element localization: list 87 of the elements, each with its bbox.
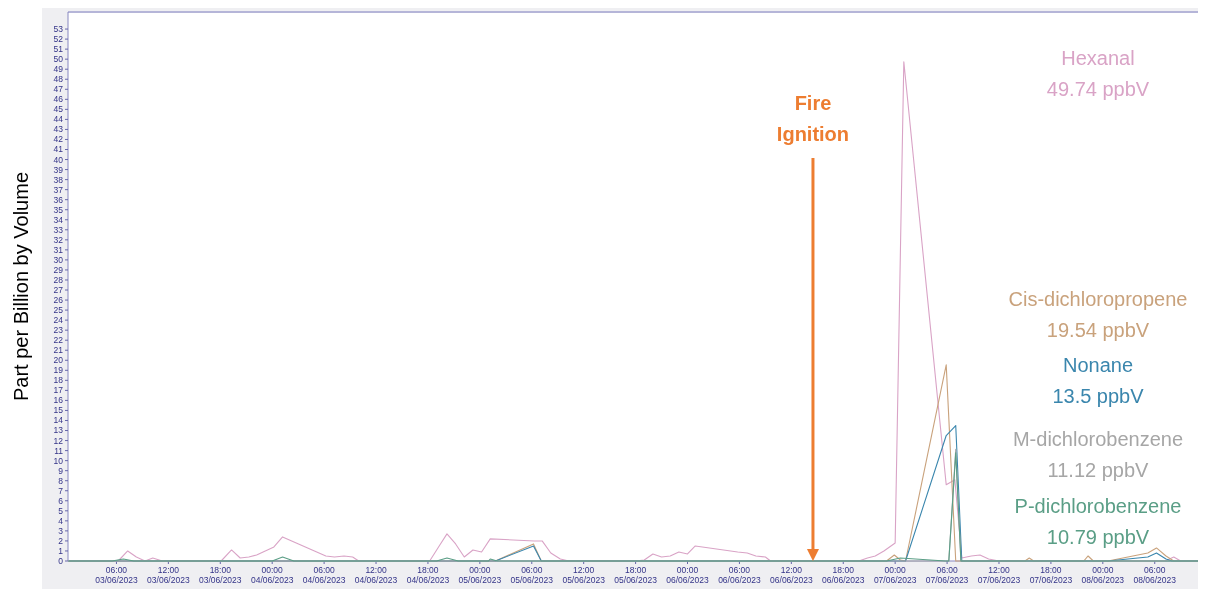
y-tick-label: 42 — [53, 134, 64, 145]
text: M-dichlorobenzene — [1012, 428, 1184, 450]
y-tick-label: 22 — [53, 335, 64, 346]
annotation: 13.5 ppbV — [1052, 385, 1145, 407]
x-tick-label: 12:00 06/06/2023 — [770, 565, 813, 585]
y-tick-label: 15 — [53, 405, 64, 416]
y-tick-label: 12 — [53, 435, 64, 446]
y-tick-label: 1 — [58, 545, 64, 556]
x-tick-label: 06:00 04/06/2023 — [302, 565, 346, 585]
y-tick-label: 49 — [53, 64, 64, 75]
y-tick-label: 46 — [53, 94, 64, 105]
y-tick-label: 37 — [53, 184, 64, 195]
y-tick-label: 3 — [58, 525, 64, 536]
y-tick-label: 35 — [53, 204, 64, 215]
y-tick-label: 44 — [53, 114, 64, 125]
y-tick-label: 19 — [53, 365, 64, 376]
y-tick-label: 26 — [53, 295, 64, 306]
y-tick-label: 8 — [58, 475, 64, 486]
y-tick-label: 2 — [58, 535, 64, 546]
annotation: 19.54 ppbV — [1046, 319, 1150, 341]
y-tick-label: 39 — [53, 164, 64, 175]
y-tick-label: 41 — [53, 144, 64, 155]
x-tick-label: 18:00 05/06/2023 — [614, 565, 658, 585]
y-tick-label: 27 — [53, 284, 64, 295]
y-tick-label: 10 — [53, 455, 64, 466]
y-tick-label: 34 — [53, 214, 64, 225]
text: P-dichlorobenzene — [1014, 495, 1182, 517]
y-tick-label: 9 — [58, 465, 64, 476]
y-tick-label: 24 — [53, 315, 64, 326]
y-tick-label: 52 — [53, 34, 64, 45]
annotation: 11.12 ppbV — [1047, 459, 1150, 481]
x-tick-label: 06:00 07/06/2023 — [925, 565, 969, 585]
y-tick-label: 32 — [53, 234, 64, 245]
annotation: 10.79 ppbV — [1046, 526, 1150, 548]
y-tick-label: 36 — [53, 194, 64, 205]
y-tick-label: 47 — [53, 84, 64, 95]
y-tick-label: 4 — [58, 515, 64, 526]
x-tick-label: 12:00 04/06/2023 — [354, 565, 398, 585]
y-tick-label: 45 — [53, 104, 64, 115]
y-tick-label: 50 — [53, 54, 64, 65]
text: Hexanal — [1061, 47, 1135, 69]
y-tick-label: 17 — [53, 385, 64, 396]
annotation: 49.74 ppbV — [1046, 78, 1150, 100]
x-tick-label: 12:00 07/06/2023 — [977, 565, 1021, 585]
y-tick-label: 29 — [53, 264, 64, 275]
x-tick-label: 00:00 05/06/2023 — [458, 565, 502, 585]
y-tick-label: 23 — [53, 325, 64, 336]
x-tick-label: 18:00 07/06/2023 — [1029, 565, 1073, 585]
y-tick-label: 51 — [53, 44, 64, 55]
y-tick-label: 33 — [53, 224, 64, 235]
ref-line-label: Fire Ignition — [776, 92, 850, 145]
y-tick-label: 30 — [53, 254, 64, 265]
x-tick-label: 00:00 07/06/2023 — [873, 565, 917, 585]
x-tick-label: 06:00 08/06/2023 — [1133, 565, 1177, 585]
y-tick-label: 38 — [53, 174, 64, 185]
y-tick-label: 53 — [53, 24, 64, 35]
x-tick-label: 06:00 03/06/2023 — [95, 565, 138, 585]
y-tick-label: 20 — [53, 355, 64, 366]
x-tick-label: 00:00 08/06/2023 — [1081, 565, 1125, 585]
y-tick-label: 43 — [53, 124, 64, 135]
y-tick-label: 25 — [53, 305, 64, 316]
y-tick-label: 0 — [58, 555, 64, 566]
x-tick-label: 00:00 04/06/2023 — [250, 565, 294, 585]
y-tick-label: 14 — [53, 415, 64, 426]
y-tick-label: 5 — [58, 505, 64, 516]
x-tick-label: 06:00 05/06/2023 — [510, 565, 554, 585]
text: Cis-dichloropropene — [1008, 288, 1188, 310]
y-tick-label: 6 — [58, 495, 64, 506]
x-tick-label: 12:00 05/06/2023 — [562, 565, 606, 585]
y-axis-title: Part per Billion by Volume — [10, 171, 32, 402]
x-tick-label: 00:00 06/06/2023 — [666, 565, 710, 585]
y-tick-label: 48 — [53, 74, 64, 85]
y-tick-label: 31 — [53, 244, 64, 255]
y-tick-label: 16 — [53, 395, 64, 406]
y-tick-label: 40 — [53, 154, 64, 165]
text: Nonane — [1062, 354, 1134, 376]
x-tick-label: 06:00 06/06/2023 — [718, 565, 761, 585]
y-tick-label: 28 — [53, 274, 64, 285]
y-tick-label: 13 — [53, 425, 64, 436]
x-tick-label: 18:00 06/06/2023 — [821, 565, 865, 585]
x-tick-label: 12:00 03/06/2023 — [147, 565, 190, 585]
y-tick-label: 18 — [53, 375, 64, 386]
y-tick-label: 21 — [53, 345, 64, 356]
y-tick-label: 7 — [58, 485, 64, 496]
x-tick-label: 18:00 04/06/2023 — [406, 565, 450, 585]
y-tick-label: 11 — [54, 445, 64, 456]
x-tick-label: 18:00 03/06/2023 — [199, 565, 242, 585]
